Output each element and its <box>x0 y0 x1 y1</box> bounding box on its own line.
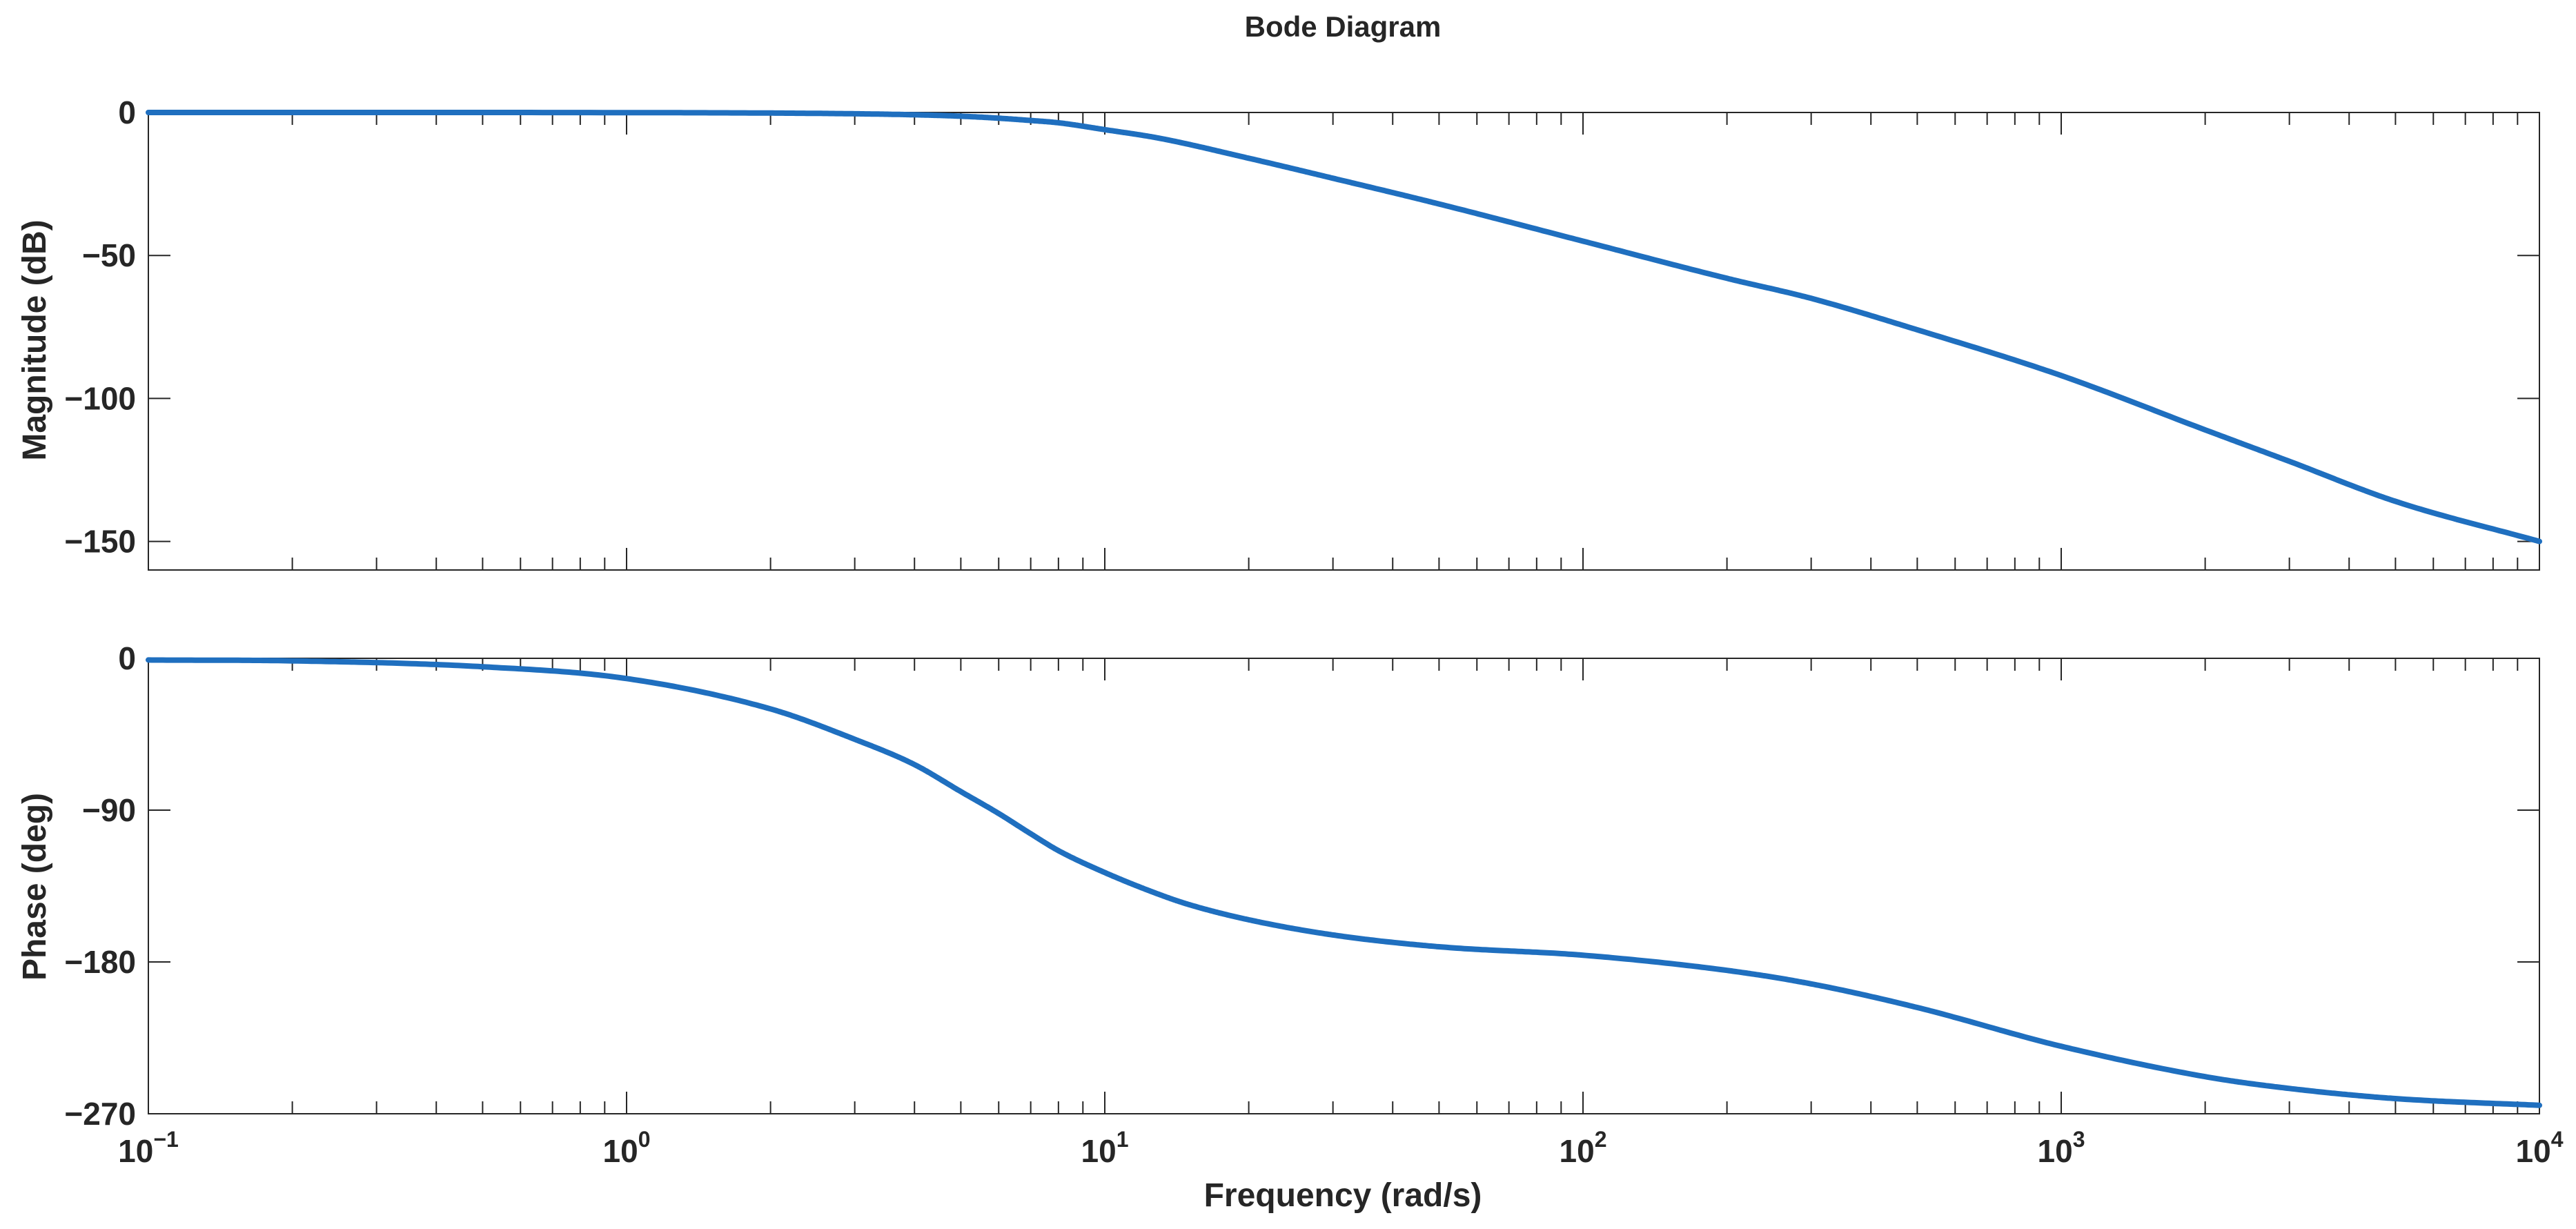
x-tick-label-exponent: 2 <box>1595 1127 1607 1152</box>
y-axis-label-phase: Phase (deg) <box>17 793 53 981</box>
x-tick-label-base: 10 <box>118 1133 153 1169</box>
x-tick-label-exponent: 4 <box>2551 1127 2564 1152</box>
x-tick-label-base: 10 <box>603 1133 638 1169</box>
x-tick-label-exponent: 3 <box>2073 1127 2085 1152</box>
y-tick-label: −50 <box>82 237 136 273</box>
y-tick-label: −150 <box>64 524 136 560</box>
x-tick-label: 10−1 <box>118 1127 179 1169</box>
x-tick-label: 100 <box>603 1127 651 1169</box>
x-tick-label-exponent: 1 <box>1117 1127 1129 1152</box>
x-tick-label-base: 10 <box>1560 1133 1595 1169</box>
x-tick-label-base: 10 <box>2038 1133 2073 1169</box>
x-tick-label: 104 <box>2516 1127 2564 1169</box>
y-tick-label: −100 <box>64 380 136 416</box>
plot-area-magnitude <box>148 112 2540 571</box>
x-tick-label: 103 <box>2038 1127 2085 1169</box>
y-tick-label: −180 <box>64 944 136 980</box>
magnitude-series-line <box>146 110 2542 544</box>
y-tick-label: −270 <box>64 1096 136 1132</box>
y-tick-label: 0 <box>118 95 136 130</box>
x-tick-label: 102 <box>1560 1127 1607 1169</box>
x-tick-label-exponent: 0 <box>638 1127 651 1152</box>
x-tick-label: 101 <box>1081 1127 1129 1169</box>
plot-area-phase <box>148 658 2540 1114</box>
y-axis-label-magnitude: Magnitude (dB) <box>17 219 53 460</box>
x-tick-label-base: 10 <box>2516 1133 2551 1169</box>
y-tick-label: −90 <box>82 792 136 828</box>
x-axis-label: Frequency (rad/s) <box>1204 1177 1482 1214</box>
magnitude-panel: 0 −50 −100 −150 <box>64 95 2542 571</box>
x-tick-label-base: 10 <box>1081 1133 1117 1169</box>
chart-title: Bode Diagram <box>1245 10 1442 43</box>
x-tick-label-exponent: −1 <box>153 1127 178 1152</box>
phase-series-line <box>146 657 2542 1108</box>
y-tick-label: 0 <box>118 640 136 676</box>
